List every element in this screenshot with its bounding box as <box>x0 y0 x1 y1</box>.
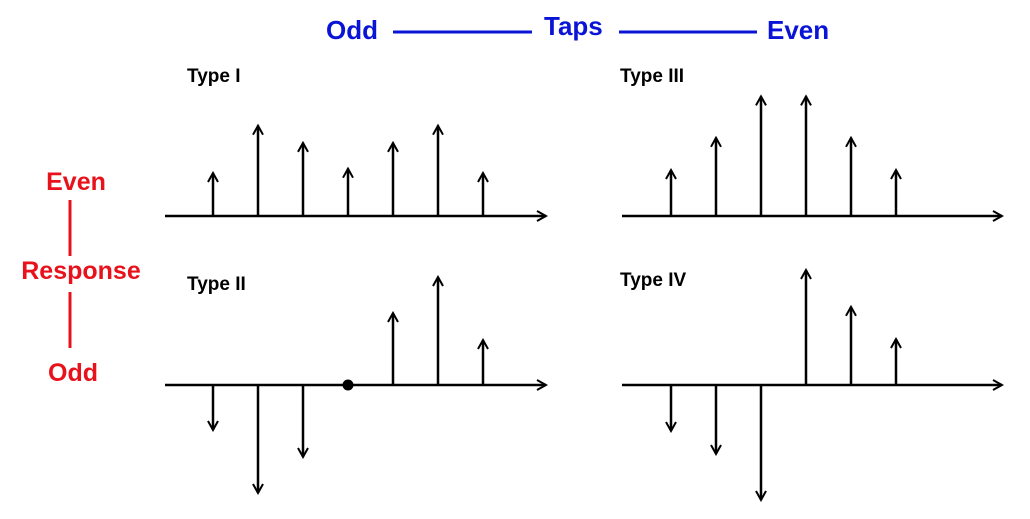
header-odd-label: Odd <box>326 15 378 45</box>
panel-type-4 <box>622 270 1002 500</box>
side-odd-label: Odd <box>48 359 98 387</box>
panel-title-type-4: Type IV <box>620 270 686 291</box>
zero-tap-dot <box>342 379 354 391</box>
panel-type-1 <box>165 126 546 216</box>
panel-title-type-2: Type II <box>187 274 246 295</box>
side-even-label: Even <box>46 168 106 196</box>
panel-type-2 <box>165 277 546 493</box>
header-taps-label: Taps <box>544 11 603 41</box>
header-even-label: Even <box>767 15 829 45</box>
side-response-label: Response <box>21 257 141 285</box>
panel-title-type-3: Type III <box>620 66 684 87</box>
response-side-label: Even Response Odd <box>21 168 141 387</box>
taps-header: Odd Taps Even <box>326 11 829 45</box>
panel-type-3 <box>622 96 1002 216</box>
stem-plots <box>165 96 1002 500</box>
panel-title-type-1: Type I <box>187 66 241 87</box>
